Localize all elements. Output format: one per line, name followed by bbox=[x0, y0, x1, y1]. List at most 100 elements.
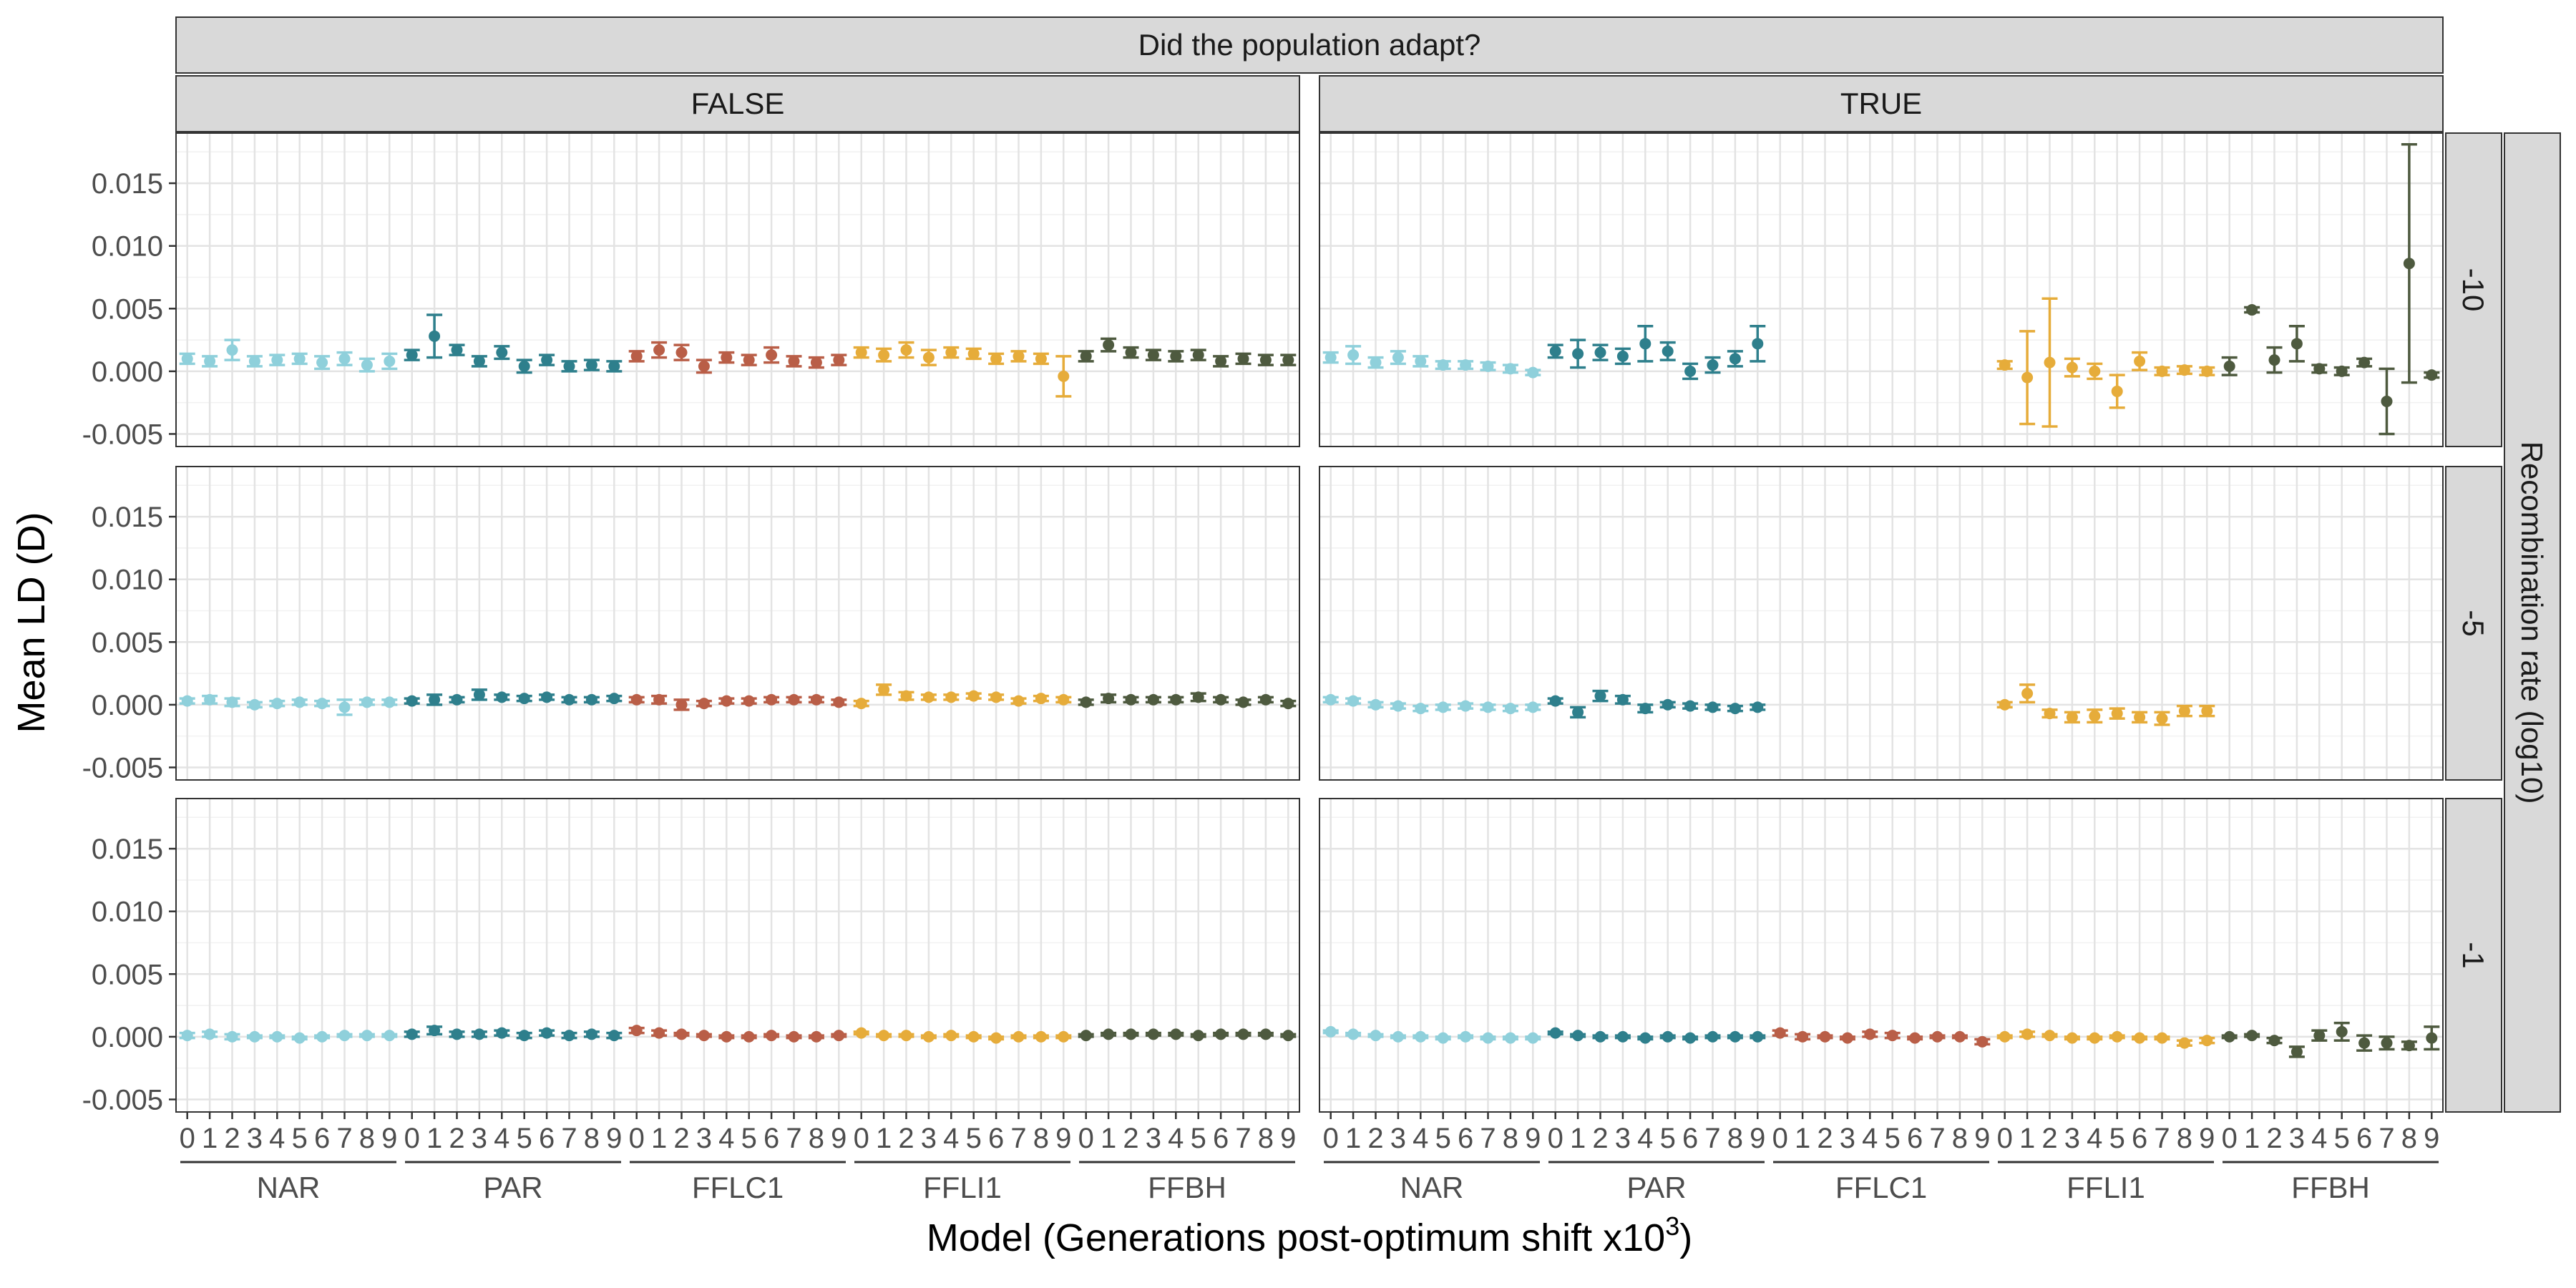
point-par-gen9 bbox=[608, 360, 620, 372]
point-nar-gen4 bbox=[1415, 355, 1427, 367]
point-par-gen6 bbox=[1684, 365, 1697, 377]
x-tick-label: 9 bbox=[831, 1123, 847, 1154]
point-nar-gen4 bbox=[1415, 1030, 1427, 1043]
point-ffli1-gen2 bbox=[2044, 1030, 2056, 1042]
point-nar-gen0 bbox=[181, 353, 193, 365]
point-par-gen4 bbox=[1639, 703, 1652, 715]
x-tick-label: 3 bbox=[472, 1123, 487, 1154]
x-tick-label: 1 bbox=[1345, 1123, 1361, 1154]
point-par-gen5 bbox=[518, 360, 530, 372]
point-ffbh-gen4 bbox=[1170, 1028, 1182, 1040]
point-nar-gen8 bbox=[1504, 1032, 1516, 1044]
point-fflc1-gen3 bbox=[698, 360, 710, 372]
point-par-gen8 bbox=[585, 1028, 597, 1040]
point-par-gen1 bbox=[429, 330, 441, 342]
point-par-gen4 bbox=[1639, 338, 1652, 350]
point-par-gen6 bbox=[1684, 700, 1697, 712]
point-par-gen4 bbox=[496, 346, 508, 358]
point-ffli1-gen8 bbox=[1035, 353, 1047, 365]
point-nar-gen4 bbox=[271, 1030, 283, 1043]
y-tick-label: 0.010 bbox=[92, 565, 163, 596]
x-tick-label: 9 bbox=[381, 1123, 397, 1154]
model-group-label-ffli1: FFLI1 bbox=[923, 1171, 1002, 1204]
point-fflc1-gen6 bbox=[766, 1030, 778, 1042]
point-ffli1-gen8 bbox=[2178, 1037, 2190, 1049]
point-fflc1-gen3 bbox=[698, 698, 710, 710]
point-ffli1-gen2 bbox=[900, 690, 912, 702]
x-axis-title-main: Model (Generations post-optimum shift x1… bbox=[927, 1216, 1665, 1259]
panel-border bbox=[175, 466, 1300, 781]
x-tick-label: 8 bbox=[1952, 1123, 1968, 1154]
point-ffli1-gen1 bbox=[2021, 371, 2034, 384]
x-tick-label: 4 bbox=[2311, 1123, 2327, 1154]
point-nar-gen6 bbox=[1460, 700, 1472, 712]
point-par-gen6 bbox=[1684, 1032, 1697, 1044]
point-nar-gen4 bbox=[271, 698, 283, 710]
panel-background bbox=[176, 133, 1299, 447]
x-tick-label: 4 bbox=[1862, 1123, 1878, 1154]
x-axis-title-superscript: 3 bbox=[1665, 1211, 1679, 1241]
x-tick-label: 5 bbox=[517, 1123, 532, 1154]
x-tick-label: 5 bbox=[1435, 1123, 1451, 1154]
point-nar-gen6 bbox=[316, 356, 328, 369]
point-fflc1-gen9 bbox=[833, 1030, 845, 1042]
data-false-row-10 bbox=[179, 313, 1297, 398]
point-fflc1-gen0 bbox=[630, 350, 643, 362]
data-false-row-5 bbox=[179, 683, 1297, 716]
point-nar-gen7 bbox=[1482, 701, 1494, 713]
x-tick-label: 6 bbox=[1458, 1123, 1473, 1154]
point-nar-gen5 bbox=[1437, 701, 1449, 713]
point-ffli1-gen4 bbox=[2089, 365, 2101, 377]
point-ffli1-gen6 bbox=[990, 1032, 1002, 1044]
x-tick-label: 9 bbox=[1525, 1123, 1541, 1154]
point-ffbh-gen7 bbox=[1237, 353, 1249, 365]
point-ffli1-gen3 bbox=[2066, 1032, 2078, 1044]
point-fflc1-gen2 bbox=[675, 698, 688, 711]
point-nar-gen6 bbox=[316, 1030, 328, 1043]
point-ffbh-gen9 bbox=[2426, 1032, 2438, 1044]
point-ffli1-gen1 bbox=[2021, 688, 2034, 700]
point-ffbh-gen6 bbox=[2358, 356, 2371, 369]
point-ffbh-gen1 bbox=[2246, 304, 2258, 316]
x-tick-label: 1 bbox=[876, 1123, 892, 1154]
y-tick-label: 0.015 bbox=[92, 502, 163, 533]
point-ffli1-gen3 bbox=[2066, 711, 2078, 723]
point-ffli1-gen5 bbox=[2111, 385, 2123, 397]
x-tick-label: 4 bbox=[269, 1123, 285, 1154]
point-ffbh-gen3 bbox=[2290, 338, 2303, 350]
point-fflc1-gen1 bbox=[653, 693, 665, 706]
x-tick-label: 1 bbox=[1101, 1123, 1116, 1154]
point-par-gen0 bbox=[406, 1028, 418, 1040]
point-nar-gen6 bbox=[316, 698, 328, 710]
point-ffli1-gen7 bbox=[2156, 713, 2168, 725]
point-ffli1-gen4 bbox=[2089, 1032, 2101, 1044]
x-tick-label: 1 bbox=[202, 1123, 218, 1154]
point-ffbh-gen5 bbox=[2336, 365, 2348, 377]
point-par-gen7 bbox=[1707, 701, 1719, 713]
facet-row-neg5: -5 bbox=[2457, 610, 2490, 636]
x-tick-label: 6 bbox=[763, 1123, 779, 1154]
point-ffli1-gen2 bbox=[900, 344, 912, 356]
point-ffbh-gen5 bbox=[1192, 1030, 1204, 1042]
x-tick-label: 0 bbox=[1548, 1123, 1563, 1154]
point-par-gen2 bbox=[1594, 1030, 1606, 1043]
point-nar-gen4 bbox=[1415, 703, 1427, 715]
point-ffbh-gen8 bbox=[1259, 693, 1272, 706]
point-nar-gen1 bbox=[204, 1028, 216, 1040]
point-ffbh-gen7 bbox=[2381, 395, 2393, 407]
point-nar-gen4 bbox=[271, 354, 283, 366]
data-true-row-10 bbox=[1322, 143, 2440, 436]
point-fflc1-gen4 bbox=[721, 351, 733, 364]
point-nar-gen9 bbox=[384, 696, 396, 708]
x-tick-label: 1 bbox=[2019, 1123, 2035, 1154]
point-fflc1-gen5 bbox=[743, 695, 755, 707]
point-par-gen6 bbox=[541, 1027, 553, 1039]
point-ffli1-gen1 bbox=[2021, 1028, 2034, 1040]
point-ffli1-gen3 bbox=[922, 351, 935, 364]
point-fflc1-gen7 bbox=[788, 693, 800, 706]
point-nar-gen6 bbox=[1460, 359, 1472, 371]
point-ffbh-gen4 bbox=[1170, 693, 1182, 706]
point-par-gen7 bbox=[563, 693, 575, 706]
point-ffbh-gen4 bbox=[2313, 1030, 2326, 1042]
y-axis-title: Mean LD (D) bbox=[10, 512, 53, 733]
